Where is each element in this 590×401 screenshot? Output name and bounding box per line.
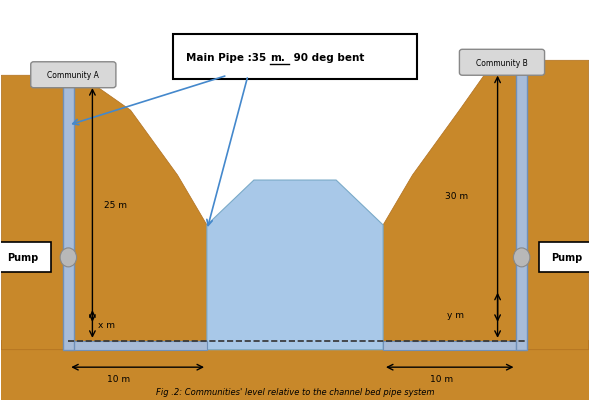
Ellipse shape	[60, 248, 77, 267]
Bar	[63, 76, 74, 350]
Polygon shape	[207, 180, 383, 350]
Text: 30 m: 30 m	[445, 191, 468, 200]
Text: x m: x m	[99, 320, 115, 330]
Text: Pump: Pump	[8, 253, 39, 263]
Text: m.: m.	[270, 53, 285, 63]
Text: 25 m: 25 m	[104, 201, 127, 210]
Text: y m: y m	[447, 310, 464, 320]
Text: Community B: Community B	[476, 59, 527, 68]
Polygon shape	[1, 340, 589, 400]
Text: Pump: Pump	[550, 253, 582, 263]
Polygon shape	[1, 76, 207, 350]
Text: 10 m: 10 m	[107, 374, 130, 383]
Bar	[68, 341, 207, 350]
FancyBboxPatch shape	[0, 243, 51, 273]
Text: Community A: Community A	[47, 71, 99, 80]
Text: 90 deg bent: 90 deg bent	[290, 53, 365, 63]
Polygon shape	[383, 61, 589, 350]
Text: Fig .2: Communities' level relative to the channel bed pipe system: Fig .2: Communities' level relative to t…	[156, 387, 434, 396]
FancyBboxPatch shape	[31, 63, 116, 89]
Ellipse shape	[513, 248, 530, 267]
FancyBboxPatch shape	[460, 50, 545, 76]
FancyBboxPatch shape	[173, 35, 417, 80]
Bar	[383, 341, 516, 350]
Text: Main Pipe :35: Main Pipe :35	[186, 53, 270, 63]
Text: 10 m: 10 m	[430, 374, 453, 383]
Bar	[516, 61, 527, 350]
FancyBboxPatch shape	[539, 243, 590, 273]
